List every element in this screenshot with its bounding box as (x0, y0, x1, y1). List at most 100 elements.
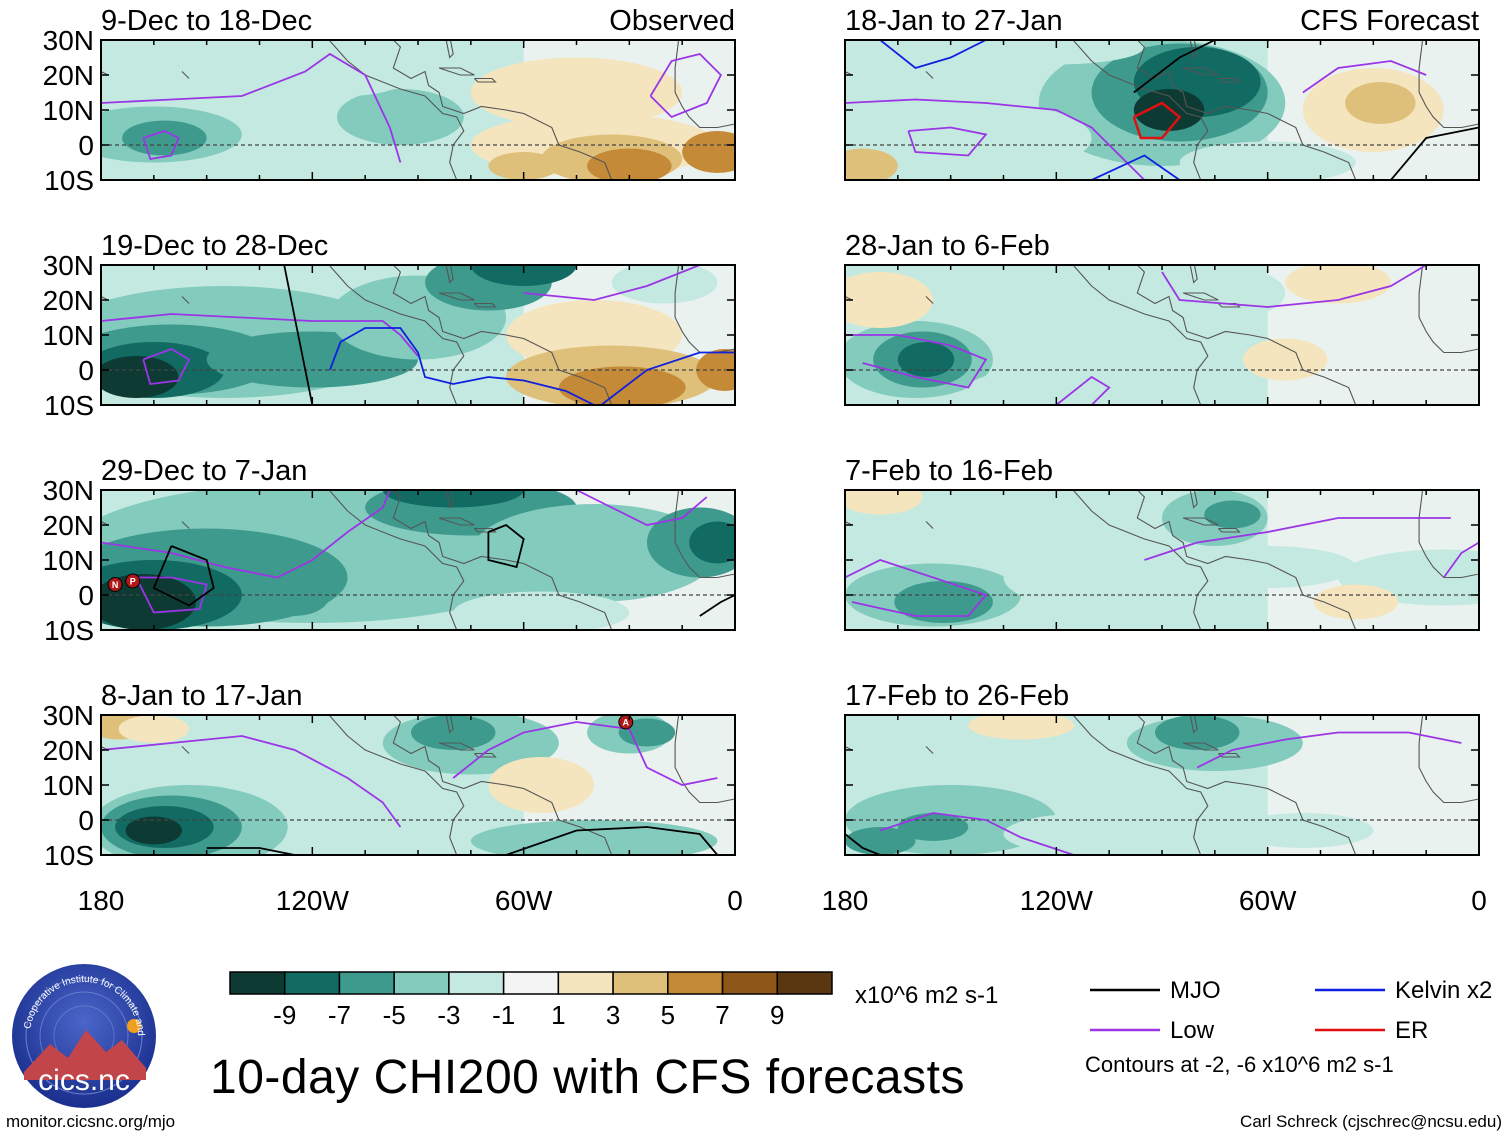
x-tick-label: 0 (727, 885, 743, 916)
contour-kelvin-x2 (329, 327, 595, 405)
legend-item: MJO (1090, 977, 1221, 1004)
coastline (1418, 490, 1479, 579)
y-tick-label: 10N (43, 95, 94, 126)
coastline (1418, 265, 1479, 354)
contour-mjo (487, 523, 525, 569)
svg-text:Kelvin x2: Kelvin x2 (1395, 977, 1492, 1004)
coastline (1218, 77, 1241, 83)
coastline (328, 715, 465, 855)
coastline (1418, 715, 1479, 804)
coastline (181, 521, 190, 529)
contour-mjo (283, 265, 314, 405)
colorbar: -9 -7 -5 -3 -1 1 3 5 7 9 (229, 971, 833, 1030)
coastline (1218, 527, 1241, 533)
coastline (392, 40, 613, 180)
coastline (474, 77, 497, 83)
coastline (328, 40, 465, 180)
anomaly-shading (488, 152, 559, 180)
anomaly-shading (470, 57, 683, 128)
y-tick-label: 20N (43, 60, 94, 91)
coastline (445, 40, 454, 59)
coastline (1072, 490, 1209, 630)
anomaly-shading (897, 342, 955, 377)
coastline (445, 490, 454, 509)
legend: MJO Kelvin x2 Low ER (1090, 977, 1492, 1044)
contour-low (907, 126, 988, 157)
contour-low (142, 130, 180, 161)
contour-note: Contours at -2, -6 x10^6 m2 s-1 (1085, 1052, 1394, 1077)
coastline (438, 742, 475, 751)
contour-mjo (152, 545, 215, 607)
coastline (1072, 265, 1209, 405)
contour-low (845, 334, 988, 389)
colorbar-swatch (721, 971, 779, 995)
colorbar-tick-label: -3 (437, 1000, 460, 1030)
y-tick-label: 0 (78, 805, 94, 836)
anomaly-shading (558, 366, 686, 405)
map-panel: 30N 20N 10N 0 10S 9-Dec to 18-Dec Observed (43, 5, 736, 196)
contour-low (1055, 375, 1111, 405)
y-tick-label: 10N (43, 320, 94, 351)
coastline (1182, 517, 1219, 526)
coastline (1136, 40, 1357, 180)
coastline (474, 752, 497, 758)
anomaly-shading (1179, 546, 1356, 588)
anomaly-shading (682, 131, 735, 173)
contour-mjo (505, 826, 719, 855)
anomaly-shading (696, 349, 735, 391)
contour-low (845, 98, 1146, 180)
colorbar-tick-label: 5 (661, 1000, 675, 1030)
colorbar-tick-label: -1 (492, 1000, 515, 1030)
contour-low (135, 576, 208, 614)
anomaly-shading (101, 356, 179, 398)
svg-text:MJO: MJO (1170, 977, 1221, 1004)
x-tick-label: 120W (276, 885, 350, 916)
coastline (674, 715, 735, 804)
y-tick-label: 30N (43, 250, 94, 281)
contour-low (1161, 265, 1427, 308)
coastline (181, 746, 190, 754)
contour-mjo (699, 594, 735, 617)
legend-item: ER (1315, 1017, 1428, 1044)
coastline (438, 67, 475, 76)
anomaly-shading (1243, 338, 1328, 381)
x-tick-label: 120W (1020, 885, 1094, 916)
y-tick-label: 10S (44, 840, 94, 871)
anomaly-shading (1345, 82, 1416, 124)
contour-mjo (206, 847, 295, 855)
map-panel: 28-Jan to 6-Feb (844, 230, 1480, 406)
anomaly-shading (968, 40, 1145, 65)
anomaly-shading (122, 120, 207, 156)
contour-low (101, 313, 419, 357)
x-tick-label: 0 (1471, 885, 1487, 916)
svg-text:N: N (112, 580, 119, 590)
anomaly-shading (1204, 500, 1261, 529)
colorbar-swatch (667, 971, 724, 995)
y-tick-label: 30N (43, 700, 94, 731)
coastline (925, 521, 934, 529)
panel-date-range: 19-Dec to 28-Dec (101, 230, 328, 262)
map-panel: 30N 20N 10N 0 10S 19-Dec to 28-Dec (43, 230, 736, 421)
anomaly-shading (968, 715, 1074, 740)
colorbar-tick-label: -5 (383, 1000, 406, 1030)
anomaly-shading (1285, 265, 1391, 304)
coastline (674, 490, 735, 579)
figure-title: 10-day CHI200 with CFS forecasts (210, 1051, 965, 1104)
colorbar-swatch (612, 971, 669, 995)
storm-marker: N (107, 577, 123, 592)
colorbar-tick-label: 1 (551, 1000, 565, 1030)
anomaly-shading (470, 265, 577, 286)
colorbar-swatch (776, 971, 833, 995)
y-tick-label: 10S (44, 615, 94, 646)
contour-low (523, 265, 701, 301)
y-tick-label: 20N (43, 510, 94, 541)
contour-kelvin-x2 (600, 351, 735, 405)
anomaly-shading (618, 718, 676, 747)
x-tick-label: 180 (822, 885, 869, 916)
y-tick-label: 0 (78, 355, 94, 386)
coastline (1182, 742, 1219, 751)
anomaly-shading (845, 272, 934, 328)
contour-low (1144, 517, 1451, 561)
map-panel: N P 30N 20N 10N 0 10S 29-Dec to 7-Jan (43, 455, 736, 646)
